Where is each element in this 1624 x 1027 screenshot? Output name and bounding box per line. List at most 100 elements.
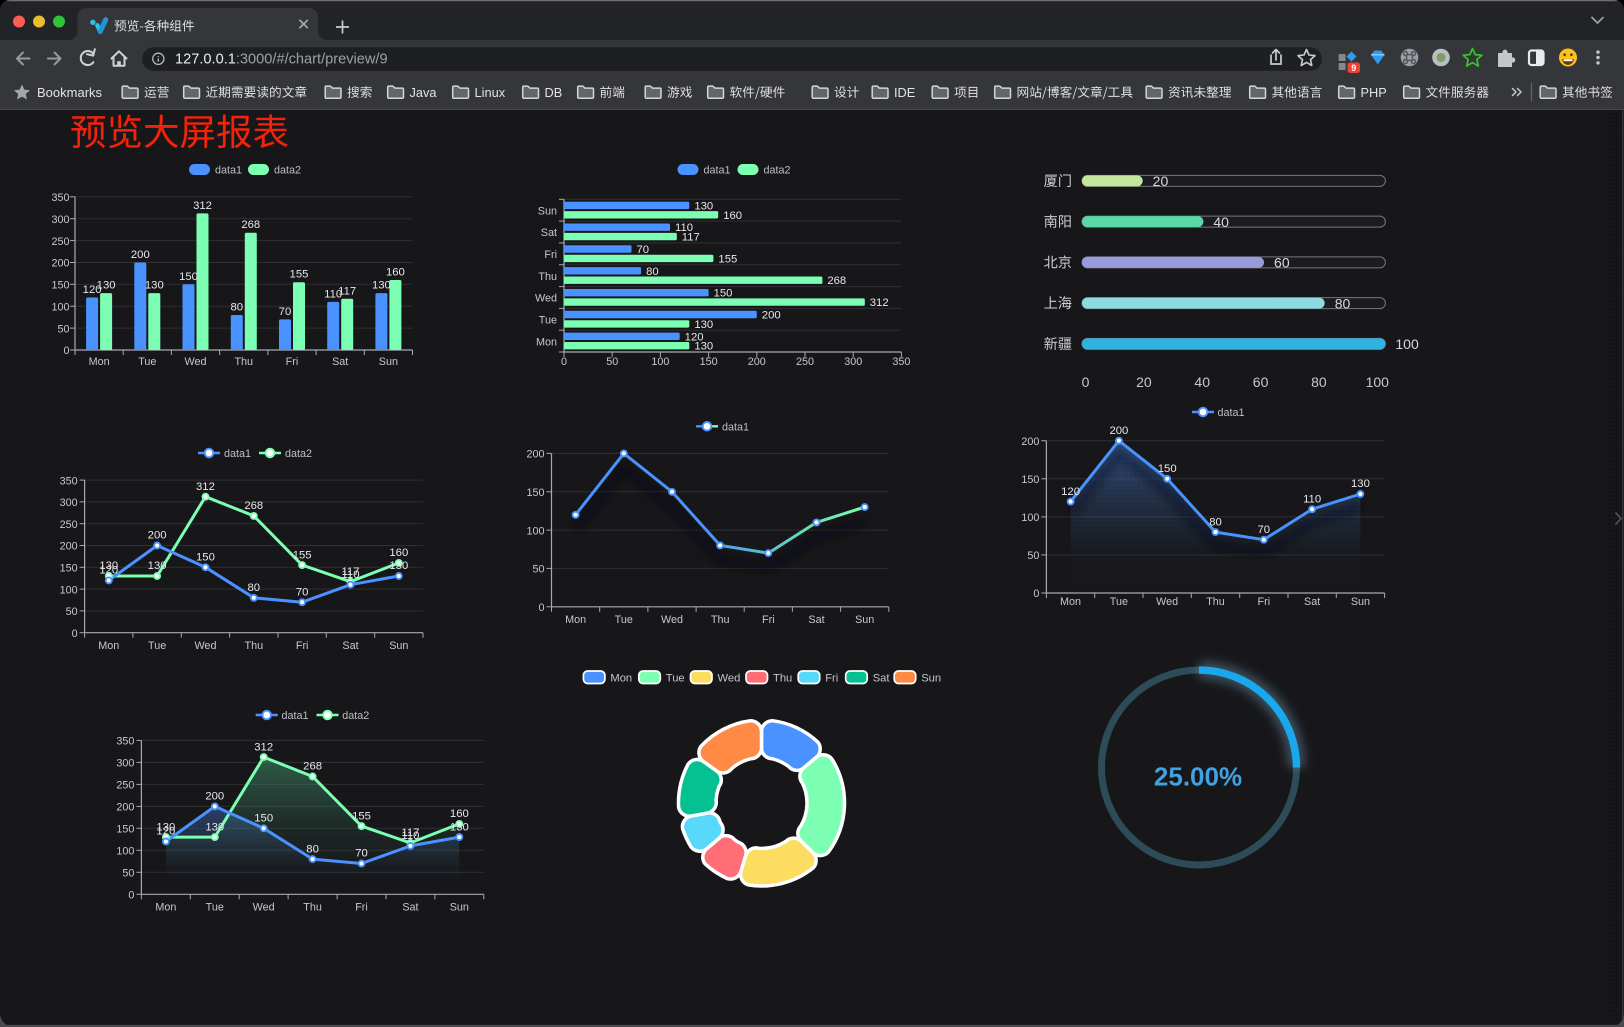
svg-text:110: 110 <box>675 222 693 234</box>
svg-text:Sat: Sat <box>342 640 358 652</box>
svg-text:130: 130 <box>372 280 391 292</box>
svg-text:80: 80 <box>230 301 243 313</box>
svg-text:312: 312 <box>196 481 215 493</box>
svg-text:200: 200 <box>51 258 69 270</box>
svg-text:0: 0 <box>72 628 78 640</box>
svg-text:Thu: Thu <box>773 673 792 685</box>
svg-text:200: 200 <box>748 356 766 368</box>
svg-text:120: 120 <box>83 284 102 296</box>
svg-text:0: 0 <box>561 356 567 368</box>
svg-text:Mon: Mon <box>155 901 176 913</box>
svg-text:Sun: Sun <box>450 901 469 913</box>
svg-text:0: 0 <box>1033 588 1039 600</box>
svg-text:Thu: Thu <box>303 901 322 913</box>
svg-text:70: 70 <box>279 306 292 318</box>
svg-text:130: 130 <box>1351 478 1370 490</box>
svg-text:Tue: Tue <box>138 356 156 368</box>
svg-text:130: 130 <box>148 560 167 572</box>
svg-text:120: 120 <box>1061 486 1080 498</box>
svg-text:9: 9 <box>1351 63 1356 73</box>
svg-text:Sun: Sun <box>379 356 398 368</box>
svg-text:155: 155 <box>293 549 312 561</box>
svg-text:120: 120 <box>156 826 175 838</box>
svg-text:Fri: Fri <box>286 356 299 368</box>
svg-text:250: 250 <box>796 356 814 368</box>
svg-text:200: 200 <box>60 541 78 553</box>
svg-text:312: 312 <box>193 200 212 212</box>
svg-text:Sun: Sun <box>1351 596 1370 608</box>
svg-text:Sun: Sun <box>855 614 874 626</box>
svg-text:0: 0 <box>1082 374 1090 390</box>
svg-text:120: 120 <box>685 331 704 343</box>
svg-text:0: 0 <box>63 345 69 357</box>
svg-text:Thu: Thu <box>1206 596 1225 608</box>
svg-text:Sat: Sat <box>402 901 418 913</box>
svg-text:110: 110 <box>341 569 359 581</box>
svg-text:Fri: Fri <box>1258 596 1271 608</box>
svg-text:20: 20 <box>1136 374 1152 390</box>
svg-text:130: 130 <box>450 821 469 833</box>
svg-text:100: 100 <box>60 584 78 596</box>
svg-text:Sun: Sun <box>389 640 408 652</box>
svg-text:120: 120 <box>99 565 118 577</box>
svg-text:312: 312 <box>254 741 273 753</box>
svg-text:60: 60 <box>1253 374 1269 390</box>
svg-text:117: 117 <box>338 285 356 297</box>
svg-text:50: 50 <box>1027 550 1039 562</box>
svg-text:Java: Java <box>410 85 438 100</box>
svg-text:130: 130 <box>156 821 175 833</box>
svg-text:117: 117 <box>682 232 700 244</box>
svg-text:268: 268 <box>827 275 846 287</box>
svg-text:Fri: Fri <box>296 640 309 652</box>
svg-text:200: 200 <box>526 449 544 461</box>
svg-text:200: 200 <box>116 802 134 814</box>
svg-text:Sun: Sun <box>538 205 557 217</box>
svg-text:data2: data2 <box>285 448 312 460</box>
svg-text:50: 50 <box>532 564 544 576</box>
svg-text:Tue: Tue <box>1110 596 1128 608</box>
svg-text:50: 50 <box>122 868 134 880</box>
svg-text:Wed: Wed <box>1156 596 1178 608</box>
svg-text:300: 300 <box>60 497 78 509</box>
svg-text:Mon: Mon <box>536 336 557 348</box>
svg-text:50: 50 <box>606 356 618 368</box>
svg-text:DB: DB <box>545 85 563 100</box>
svg-text:50: 50 <box>57 323 69 335</box>
svg-text:40: 40 <box>1194 374 1210 390</box>
svg-text:250: 250 <box>60 519 78 531</box>
svg-text:150: 150 <box>179 271 198 283</box>
svg-text:Thu: Thu <box>538 271 557 283</box>
svg-text:Wed: Wed <box>185 356 207 368</box>
svg-text:data2: data2 <box>274 165 301 177</box>
svg-text:Mon: Mon <box>1060 596 1081 608</box>
svg-text:Wed: Wed <box>718 673 741 685</box>
svg-text:70: 70 <box>296 586 309 598</box>
svg-text:200: 200 <box>762 309 781 321</box>
svg-text:150: 150 <box>60 563 78 575</box>
svg-text:Fri: Fri <box>825 673 838 685</box>
svg-text:data2: data2 <box>342 710 369 722</box>
svg-text:Fri: Fri <box>355 901 368 913</box>
svg-text:80: 80 <box>646 266 659 278</box>
svg-text:70: 70 <box>636 244 649 256</box>
svg-text:70: 70 <box>1258 524 1271 536</box>
svg-text:Mon: Mon <box>98 640 119 652</box>
svg-text:350: 350 <box>51 192 69 204</box>
svg-text:150: 150 <box>1021 474 1039 486</box>
svg-text:data1: data1 <box>1218 407 1245 419</box>
svg-text:data1: data1 <box>224 448 251 460</box>
svg-text:268: 268 <box>303 761 322 773</box>
svg-text:Wed: Wed <box>661 614 683 626</box>
svg-text:300: 300 <box>51 214 69 226</box>
svg-text:80: 80 <box>1335 295 1351 311</box>
svg-text:80: 80 <box>1311 374 1327 390</box>
svg-text:200: 200 <box>1109 425 1128 437</box>
svg-text:data2: data2 <box>764 165 791 177</box>
svg-text:60: 60 <box>1274 255 1290 271</box>
svg-text:Wed: Wed <box>253 901 275 913</box>
svg-text:300: 300 <box>116 758 134 770</box>
svg-text:200: 200 <box>205 791 224 803</box>
svg-text:130: 130 <box>99 560 118 572</box>
svg-text:Fri: Fri <box>544 249 557 261</box>
svg-text:Tue: Tue <box>148 640 166 652</box>
